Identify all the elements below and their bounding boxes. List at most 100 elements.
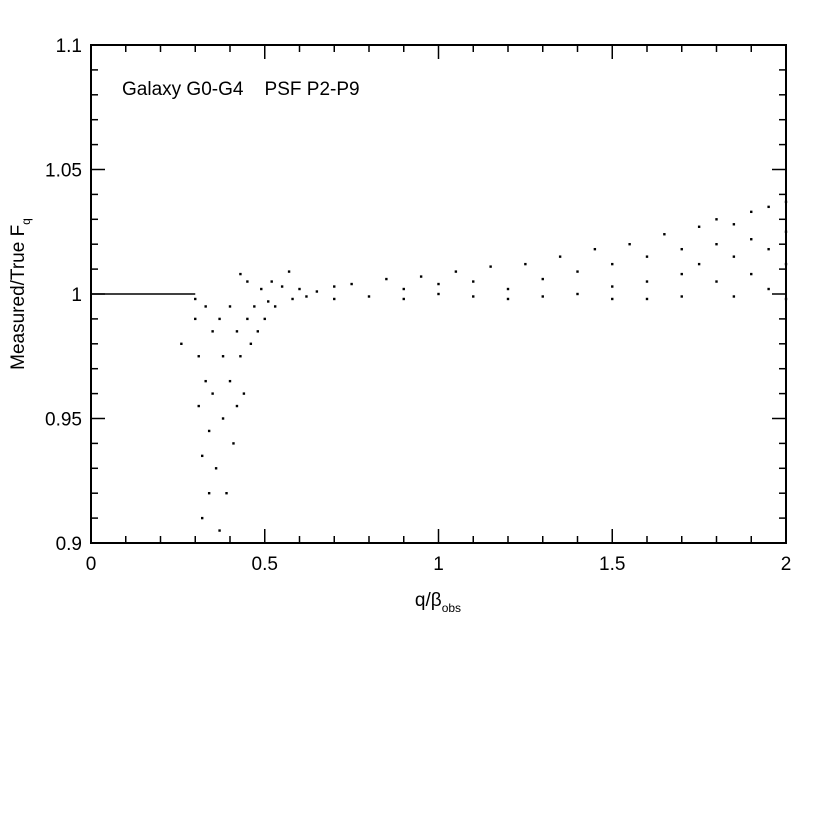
point (204, 305, 207, 308)
point (207, 492, 211, 495)
point (419, 275, 423, 278)
point (260, 287, 263, 291)
point (784, 230, 788, 233)
point (402, 287, 405, 291)
point (472, 280, 475, 283)
point (194, 297, 197, 301)
point (437, 292, 440, 296)
x-tick-label: 1.5 (599, 554, 625, 575)
point (232, 442, 235, 445)
point (246, 317, 249, 321)
point (253, 305, 256, 308)
point (680, 247, 683, 251)
point (194, 317, 197, 321)
point (228, 379, 232, 383)
point (784, 200, 788, 204)
x-label-sub: obs (442, 601, 461, 615)
point (576, 292, 579, 296)
point (784, 262, 788, 266)
point (715, 280, 718, 283)
point (287, 270, 291, 273)
annotation: Galaxy G0-G4 PSF P2-P9 (122, 79, 360, 100)
x-tick-label: 1 (433, 554, 444, 575)
y-label-main: Measured/True F (8, 225, 29, 370)
point (715, 243, 718, 246)
y-label-sub: q (19, 218, 33, 225)
point (750, 238, 753, 241)
y-tick-label: 1.1 (56, 36, 82, 57)
point (225, 492, 228, 495)
point (489, 265, 492, 268)
point (663, 233, 666, 236)
point (715, 218, 718, 221)
point (611, 262, 614, 266)
point (472, 295, 475, 298)
point (235, 404, 239, 408)
point (218, 317, 221, 321)
point (197, 404, 200, 408)
point (645, 297, 649, 301)
y-tick-label: 0.95 (45, 410, 82, 431)
y-axis-label: Measured/True Fq (8, 218, 33, 370)
point (298, 287, 301, 291)
point (239, 355, 242, 358)
point (207, 429, 211, 433)
point (750, 272, 753, 276)
point (367, 295, 371, 298)
point (267, 300, 270, 303)
point (280, 285, 284, 288)
point (437, 282, 440, 286)
point (221, 417, 225, 420)
point (697, 225, 701, 228)
point (385, 277, 388, 281)
point (180, 342, 183, 345)
point (239, 272, 242, 276)
point (211, 330, 214, 333)
x-tick-label: 2 (781, 554, 792, 575)
point (214, 467, 218, 470)
point (350, 282, 353, 286)
point (611, 285, 614, 288)
point (611, 297, 614, 301)
point (228, 305, 232, 308)
point (242, 392, 246, 395)
point (402, 297, 405, 301)
point (697, 262, 701, 266)
point (628, 243, 631, 246)
point (784, 297, 788, 301)
point (524, 262, 527, 266)
point (333, 297, 336, 301)
point (541, 295, 544, 298)
y-tick-label: 0.9 (56, 534, 82, 555)
point (256, 330, 259, 333)
point (235, 330, 239, 333)
point (211, 392, 214, 395)
point (767, 205, 770, 209)
x-axis-label: q/βobs (415, 590, 461, 615)
point (541, 277, 544, 281)
point (680, 295, 683, 298)
x-tick-label: 0 (86, 554, 97, 575)
point (645, 255, 649, 258)
point (291, 297, 294, 301)
point (645, 280, 649, 283)
point (506, 287, 510, 291)
point (201, 516, 204, 520)
point (454, 270, 458, 273)
y-tick-label: 1 (71, 285, 82, 306)
point (333, 285, 336, 288)
point (680, 272, 683, 276)
point (221, 355, 225, 358)
point (315, 290, 319, 293)
point (558, 255, 562, 258)
x-label-main: q/β (415, 590, 442, 611)
point (732, 255, 736, 258)
point (767, 287, 770, 291)
point (506, 297, 510, 301)
point (270, 280, 273, 283)
point (273, 305, 277, 308)
point (593, 247, 597, 251)
point (218, 529, 221, 532)
